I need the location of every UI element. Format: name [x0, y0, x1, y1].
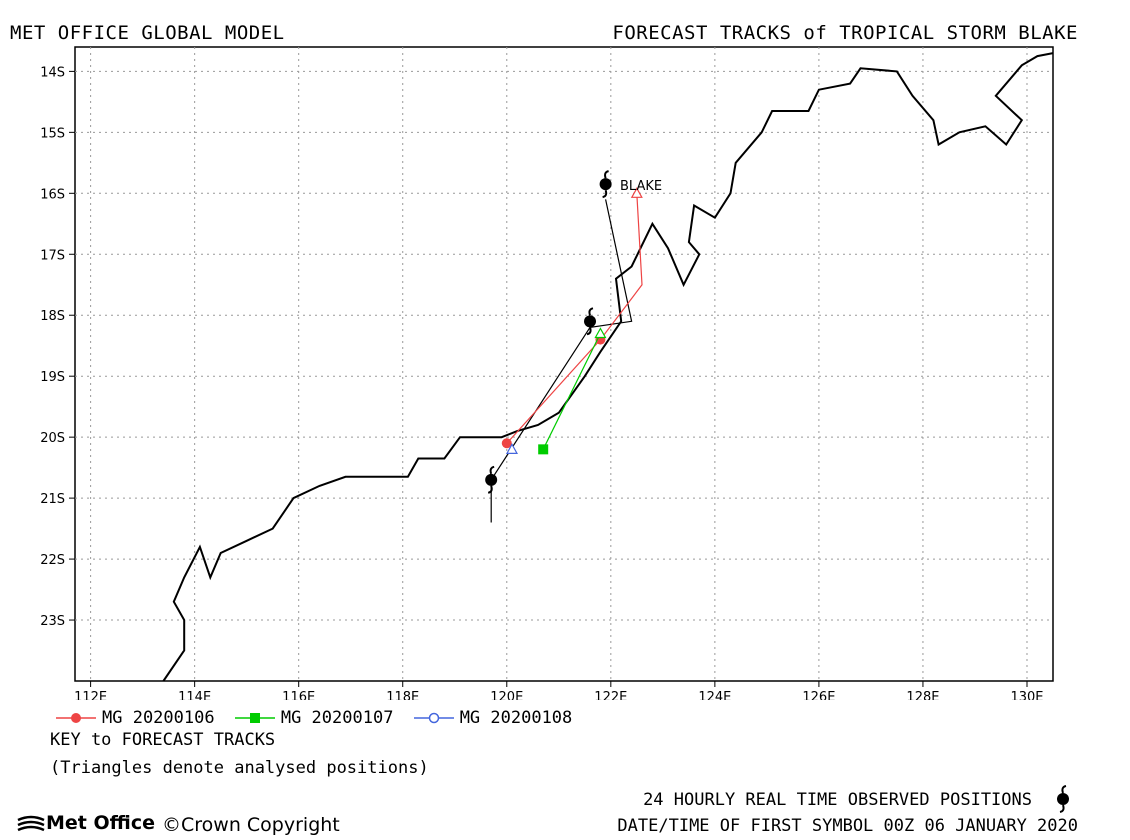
track-line-mg20200106	[506, 193, 643, 444]
analysed-triangle-mg20200107	[594, 327, 607, 339]
legend-item-mg20200107: MG 20200107	[234, 708, 394, 728]
met-office-logo: Met Office	[16, 812, 155, 834]
header-right-title: FORECAST TRACKS of TROPICAL STORM BLAKE	[612, 22, 1078, 44]
copyright-text: Crown Copyright	[181, 814, 340, 836]
key-note: (Triangles denote analysed positions)	[50, 758, 429, 778]
legend-label: MG 20200107	[280, 708, 394, 728]
tick-label-lon: 124E	[698, 690, 731, 700]
legend-label: MG 20200108	[459, 708, 573, 728]
tick-label-lon: 126E	[802, 690, 835, 700]
legend: MG 20200106 MG 20200107 MG 20200108	[56, 708, 582, 730]
cyclone-symbol-icon	[1057, 785, 1069, 813]
tick-label-lat: 23S	[40, 614, 65, 629]
map-grid	[75, 47, 1053, 681]
key-title: KEY to FORECAST TRACKS	[50, 730, 276, 750]
legend-item-mg20200106: MG 20200106	[56, 708, 215, 728]
first-symbol-date: DATE/TIME OF FIRST SYMBOL 00Z 06 JANUARY…	[617, 816, 1078, 836]
forecast-square-mg20200107	[538, 444, 549, 455]
tick-label-lat: 17S	[40, 248, 65, 263]
tick-label-lon: 114E	[178, 690, 211, 700]
map-axis-ticks: 112E 114E 116E 118E 120E 122E 124E 126E 128E 130E…	[40, 65, 1043, 700]
tick-label-lon: 120E	[490, 690, 523, 700]
met-office-logo-icon	[17, 815, 45, 832]
coastline	[162, 52, 1054, 682]
met-office-logo-text: Met Office	[46, 812, 155, 834]
legend-item-mg20200108: MG 20200108	[413, 708, 573, 728]
tick-label-lat: 20S	[40, 431, 65, 446]
observed-positions-note: 24 HOURLY REAL TIME OBSERVED POSITIONS	[643, 790, 1032, 810]
header-left-title: MET OFFICE GLOBAL MODEL	[10, 22, 285, 44]
tick-label-lat: 16S	[40, 187, 65, 202]
tick-label-lon: 112E	[74, 690, 107, 700]
copyright-notice: ©Crown Copyright	[162, 814, 340, 836]
tick-label-lon: 118E	[386, 690, 419, 700]
analysed-triangle-mg20200108	[505, 443, 518, 454]
observed-positions	[485, 170, 612, 494]
forecast-track-map: 112E 114E 116E 118E 120E 122E 124E 126E 128E 130E…	[40, 46, 1054, 700]
tick-label-lat: 22S	[40, 553, 65, 568]
legend-label: MG 20200106	[102, 708, 215, 728]
forecast-tracks	[501, 187, 643, 455]
tick-label-lon: 128E	[906, 690, 939, 700]
tick-label-lat: 15S	[40, 126, 65, 141]
analysed-triangle-mg20200106	[630, 187, 643, 198]
tick-label-lon: 122E	[594, 690, 627, 700]
tick-label-lon: 130E	[1010, 690, 1043, 700]
tick-label-lat: 14S	[40, 65, 65, 80]
forecast-circle-mg20200106	[501, 438, 512, 449]
storm-name-label: BLAKE	[620, 179, 662, 194]
cyclone-symbol-icon	[485, 465, 498, 494]
track-line-mg20200107	[542, 333, 601, 450]
tick-label-lat: 21S	[40, 492, 65, 507]
legend-green-square-icon	[234, 713, 275, 723]
cyclone-symbol-icon	[599, 170, 612, 199]
tick-label-lon: 116E	[282, 690, 315, 700]
copyright-icon: ©	[162, 814, 181, 836]
tick-label-lat: 18S	[40, 309, 65, 324]
cyclone-symbol-icon	[584, 307, 597, 336]
legend-blue-open-circle-icon	[413, 712, 454, 724]
map-frame	[74, 46, 1054, 682]
tick-label-lat: 19S	[40, 370, 65, 385]
legend-red-circle-icon	[56, 713, 96, 723]
